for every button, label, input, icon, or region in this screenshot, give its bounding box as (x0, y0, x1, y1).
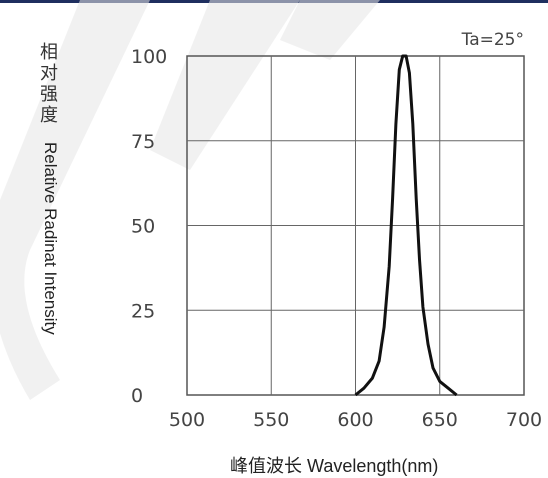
x-tick-label: 700 (506, 409, 542, 431)
x-tick-label: 550 (253, 409, 289, 431)
y-tick-label: 100 (131, 46, 167, 68)
y-tick-label: 75 (131, 131, 155, 153)
y-axis-label-cn: 相对强度 (40, 42, 58, 126)
spectrum-curve (354, 54, 458, 397)
temperature-annotation: Ta=25° (461, 30, 524, 50)
x-tick-label: 650 (422, 409, 458, 431)
x-tick-label: 600 (337, 409, 373, 431)
y-tick-label: 50 (131, 216, 155, 238)
y-tick-label: 0 (131, 385, 143, 407)
x-tick-label: 500 (169, 409, 205, 431)
x-axis-label: 峰值波长 Wavelength(nm) (230, 456, 439, 476)
y-tick-label: 25 (131, 300, 155, 322)
